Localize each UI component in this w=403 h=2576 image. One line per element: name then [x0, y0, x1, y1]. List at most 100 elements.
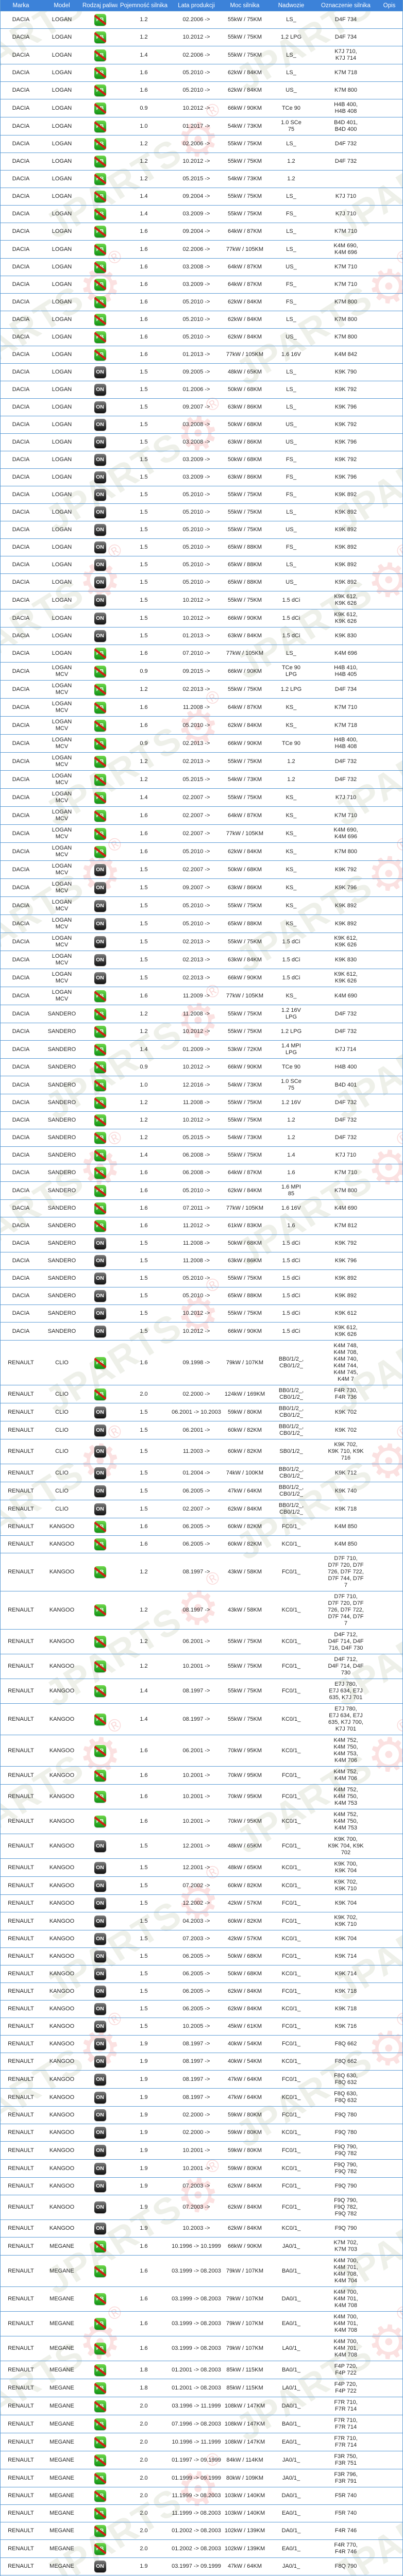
marka-cell: RENAULT — [8, 2112, 34, 2118]
moc-silnika-cell: 40kW / 54KM — [227, 2041, 262, 2047]
table-row: RENAULT KANGOO PB 1.6 06.2005 -> 60kW / 82KM F… — [1, 1518, 402, 1535]
lata-produkcji-cell: 06.2005 -> — [182, 1953, 210, 1959]
oznaczenie-silnika-cell: K9K 702 — [334, 1427, 357, 1433]
marka-cell: DACIA — [12, 1117, 30, 1123]
rodzaj-paliwa-cell: ON — [82, 2001, 117, 2017]
model-cell: SANDERO — [47, 1240, 76, 1246]
nadwozie-cell: KC0/1_ — [281, 1818, 301, 1824]
opis-cell — [376, 1471, 402, 1475]
oznaczenie-silnika-cell: F8Q 630, F8Q 632 — [334, 2091, 358, 2104]
marka-cell: RENAULT — [8, 2204, 34, 2210]
marka-cell: DACIA — [12, 246, 30, 252]
model-cell: KANGOO — [49, 2076, 75, 2082]
nadwozie-cell: FC0/1_ — [281, 2204, 301, 2210]
petrol-fuel-icon: PB — [94, 1097, 106, 1109]
moc-silnika-cell: 43kW / 58KM — [227, 1569, 262, 1575]
opis-cell — [376, 2547, 402, 2551]
rodzaj-paliwa-cell: PB — [82, 294, 117, 310]
opis-cell — [376, 1118, 402, 1123]
nadwozie-cell: TCe 90 — [281, 105, 301, 111]
rodzaj-paliwa-cell: ON — [82, 2199, 117, 2215]
table-row: RENAULT KANGOO ON 1.9 02.2000 -> 59kW / 80KM K… — [1, 2124, 402, 2141]
model-cell: LOGAN — [52, 316, 72, 323]
nadwozie-cell: KC0/1_ — [281, 1716, 301, 1722]
diesel-fuel-icon: ON — [94, 2021, 106, 2032]
opis-cell — [376, 2166, 402, 2171]
petrol-fuel-icon: PB — [94, 1636, 106, 1648]
lata-produkcji-cell: 10.2012 -> — [182, 34, 210, 40]
petrol-fuel-icon: PB — [94, 102, 106, 114]
lata-produkcji-cell: 06.2005 -> — [182, 1523, 210, 1530]
petrol-fuel-icon: PB — [94, 1184, 106, 1197]
moc-silnika-cell: 103kW / 140KM — [224, 2510, 265, 2516]
opis-cell — [376, 1990, 402, 1994]
opis-cell — [376, 89, 402, 93]
marka-cell: DACIA — [12, 34, 30, 40]
opis-cell — [376, 318, 402, 322]
pojemnosc-silnika-cell: 1.6 — [140, 2243, 148, 2249]
rodzaj-paliwa-cell: PB — [82, 329, 117, 345]
table-row: DACIA LOGAN ON 1.5 05.2010 -> 55kW / 75KM LS_ K… — [1, 503, 402, 521]
table-row: DACIA SANDERO PB 1.2 05.2015 -> 54kW / 73KM 1.… — [1, 1129, 402, 1146]
petrol-fuel-icon: PB — [94, 827, 106, 840]
model-cell: LOGAN — [52, 158, 72, 164]
model-cell: MEGANE — [49, 2493, 74, 2499]
oznaczenie-silnika-cell: K9K 830 — [334, 956, 357, 963]
petrol-fuel-icon: PB — [94, 1538, 106, 1550]
opis-cell — [376, 335, 402, 340]
nadwozie-cell: BB0/1/2_, CB0/1/2_ — [278, 1466, 304, 1479]
nadwozie-cell: 1.6 16V — [281, 351, 301, 358]
moc-silnika-cell: 62kW / 84KM — [227, 2225, 262, 2231]
lata-produkcji-cell: 05.2010 -> — [182, 509, 210, 515]
pojemnosc-silnika-cell: 1.9 — [140, 2563, 148, 2569]
lata-produkcji-cell: 12.2001 -> — [182, 1864, 210, 1871]
pojemnosc-silnika-cell: 1.5 — [140, 1505, 148, 1512]
pojemnosc-silnika-cell: 1.5 — [140, 404, 148, 410]
marka-cell: RENAULT — [8, 1936, 34, 1942]
moc-silnika-cell: 47kW / 64KM — [227, 2076, 262, 2082]
marka-cell: RENAULT — [8, 1469, 34, 1476]
nadwozie-cell: 1.5 dCi — [282, 974, 300, 981]
lata-produkcji-cell: 09.2015 -> — [182, 668, 210, 674]
opis-cell — [376, 2440, 402, 2444]
marka-cell: DACIA — [12, 956, 30, 963]
rodzaj-paliwa-cell: ON — [82, 557, 117, 573]
opis-cell — [376, 476, 402, 480]
marka-cell: DACIA — [12, 1223, 30, 1229]
table-row: DACIA LOGAN MCV PB 1.6 05.2010 -> 62kW / 84KM… — [1, 716, 402, 734]
table-row: DACIA LOGAN PB 1.6 05.2010 -> 62kW / 84KM LS_ K… — [1, 64, 402, 81]
marka-cell: RENAULT — [8, 1505, 34, 1512]
marka-cell: RENAULT — [8, 2528, 34, 2534]
marka-cell: DACIA — [12, 1310, 30, 1316]
rodzaj-paliwa-cell: ON — [82, 2072, 117, 2088]
rodzaj-paliwa-cell: ON — [82, 1465, 117, 1481]
diesel-fuel-icon: ON — [94, 1933, 106, 1945]
nadwozie-cell: 1.5 dCi — [282, 956, 300, 963]
rodzaj-paliwa-cell: PB — [82, 1386, 117, 1402]
diesel-fuel-icon: ON — [94, 630, 106, 642]
moc-silnika-cell: 77kW / 105KM — [226, 351, 264, 358]
diesel-fuel-icon: ON — [94, 612, 106, 624]
petrol-fuel-icon: PB — [94, 773, 106, 786]
moc-silnika-cell: 85kW / 115KM — [226, 2384, 263, 2391]
lata-produkcji-cell: 05.2010 -> — [182, 562, 210, 568]
opis-cell — [376, 1450, 402, 1454]
moc-silnika-cell: 55kW / 75KM — [227, 141, 262, 147]
model-cell: KANGOO — [49, 1864, 75, 1871]
diesel-fuel-icon: ON — [94, 863, 106, 876]
opis-cell — [376, 976, 402, 980]
pojemnosc-silnika-cell: 1.4 — [140, 193, 148, 199]
table-row: DACIA SANDERO PB 1.0 12.2016 -> 54kW / 73KM 1.… — [1, 1076, 402, 1094]
oznaczenie-silnika-cell: F7R 710, F7R 714 — [334, 2417, 358, 2430]
opis-cell — [376, 2512, 402, 2516]
oznaczenie-silnika-cell: K4M 700, K4M 701, K4M 708, K4M 704 — [333, 2258, 358, 2284]
marka-cell: DACIA — [12, 830, 30, 837]
opis-cell — [376, 616, 402, 620]
petrol-fuel-icon: PB — [94, 1043, 106, 1056]
opis-cell — [376, 2476, 402, 2480]
nadwozie-cell: KC0/1_ — [281, 2006, 301, 2012]
pojemnosc-silnika-cell: 1.8 — [140, 2384, 148, 2391]
opis-cell — [376, 440, 402, 445]
model-cell: MEGANE — [49, 2545, 74, 2552]
opis-cell — [376, 528, 402, 532]
